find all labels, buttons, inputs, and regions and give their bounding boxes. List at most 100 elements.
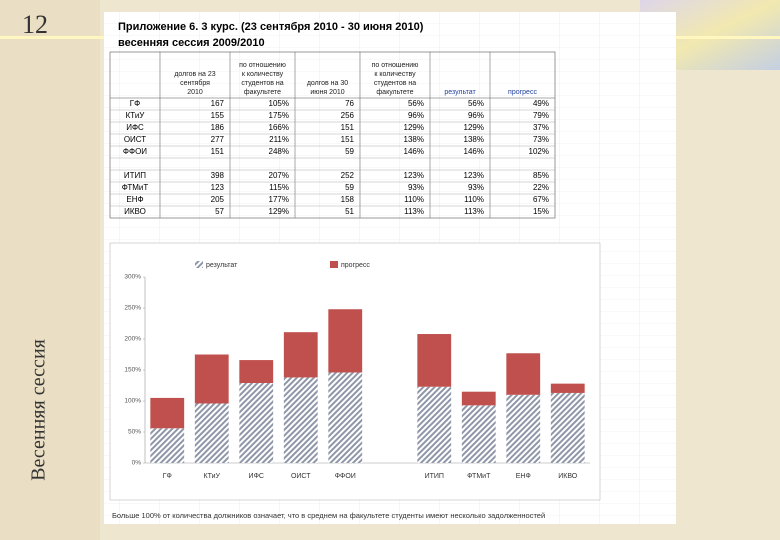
bar	[550, 383, 585, 393]
bar	[506, 394, 541, 463]
x-tick-label: ИФС	[249, 473, 264, 480]
bar	[461, 405, 496, 463]
legend-label: результат	[206, 262, 238, 269]
table-cell: 207%	[269, 171, 289, 180]
row-label: ГФ	[130, 99, 140, 108]
table-cell: 248%	[269, 147, 289, 156]
x-tick-label: ФФОИ	[335, 473, 356, 480]
table-header: прогресс	[508, 89, 537, 96]
table-cell: 15%	[533, 207, 549, 216]
y-tick-label: 200%	[124, 336, 141, 343]
table-cell: 129%	[464, 123, 484, 132]
bar	[461, 391, 496, 406]
table-cell: 76	[345, 99, 354, 108]
footnote: Больше 100% от количества должников озна…	[112, 511, 545, 520]
y-tick-label: 300%	[124, 274, 141, 281]
table-cell: 205	[211, 195, 225, 204]
table-cell: 115%	[269, 183, 289, 192]
table-cell: 129%	[404, 123, 424, 132]
bar	[417, 386, 452, 463]
table-cell: 146%	[464, 147, 484, 156]
table-header: к количеству	[374, 71, 416, 78]
x-tick-label: ИТИП	[425, 473, 444, 480]
table-cell: 146%	[404, 147, 424, 156]
table-cell: 56%	[468, 99, 484, 108]
table-cell: 158	[341, 195, 355, 204]
sheet-subtitle: весенняя сессия 2009/2010	[118, 37, 265, 49]
table-cell: 123%	[404, 171, 424, 180]
table-cell: 51	[345, 207, 354, 216]
slide-title: Весенняя сессия	[28, 339, 50, 481]
table-cell: 96%	[468, 111, 484, 120]
bar	[506, 353, 541, 395]
y-tick-label: 0%	[132, 460, 142, 467]
table-cell: 93%	[408, 183, 424, 192]
table-cell: 57	[215, 207, 224, 216]
table-cell: 56%	[408, 99, 424, 108]
table-cell: 256	[341, 111, 355, 120]
table-cell: 79%	[533, 111, 549, 120]
table-header: июня 2010	[310, 89, 344, 96]
table-cell: 186	[211, 123, 225, 132]
bar	[283, 377, 318, 463]
table-cell: 73%	[533, 135, 549, 144]
table-header: факультете	[244, 89, 281, 96]
bar	[150, 397, 185, 429]
bar	[283, 332, 318, 378]
table-header: долгов на 30	[307, 80, 348, 87]
bar	[239, 383, 274, 463]
table-cell: 85%	[533, 171, 549, 180]
x-tick-label: ГФ	[163, 473, 172, 480]
table-cell: 123	[211, 183, 225, 192]
table-cell: 22%	[533, 183, 549, 192]
row-label: ОИСТ	[124, 135, 146, 144]
x-tick-label: ЕНФ	[516, 473, 531, 480]
table-cell: 123%	[464, 171, 484, 180]
y-tick-label: 50%	[128, 429, 141, 436]
legend-swatch	[195, 261, 203, 268]
row-label: ФТМиТ	[122, 183, 149, 192]
table-cell: 155	[211, 111, 225, 120]
table-cell: 211%	[269, 135, 289, 144]
table-cell: 49%	[533, 99, 549, 108]
table-cell: 37%	[533, 123, 549, 132]
table-cell: 398	[211, 171, 225, 180]
bar	[550, 392, 585, 463]
bar	[194, 354, 229, 404]
table-header: студентов на	[241, 80, 283, 87]
table-header: 2010	[187, 89, 203, 96]
bar	[328, 309, 363, 373]
x-tick-label: КТиУ	[204, 473, 221, 480]
table-cell: 67%	[533, 195, 549, 204]
table-header: по отношению	[372, 62, 419, 69]
table-cell: 138%	[464, 135, 484, 144]
table-cell: 102%	[529, 147, 549, 156]
table-header: долгов на 23	[174, 71, 215, 78]
table-cell: 110%	[464, 195, 484, 204]
table-cell: 96%	[408, 111, 424, 120]
table-cell: 59	[345, 183, 354, 192]
row-label: КТиУ	[126, 111, 146, 120]
bar	[239, 360, 274, 384]
row-label: ИФС	[126, 123, 144, 132]
table-cell: 138%	[404, 135, 424, 144]
table-cell: 151	[211, 147, 225, 156]
table-cell: 277	[211, 135, 225, 144]
sheet-title: Приложение 6. 3 курс. (23 сентября 2010 …	[118, 21, 424, 33]
row-label: ФФОИ	[123, 147, 147, 156]
legend-label: прогресс	[341, 262, 370, 269]
bar	[328, 372, 363, 463]
table-header: сентября	[180, 79, 210, 87]
y-tick-label: 250%	[124, 305, 141, 312]
slide-number: 12	[22, 10, 48, 39]
table-cell: 113%	[404, 207, 424, 216]
table-cell: 151	[341, 123, 355, 132]
table-header: студентов на	[374, 80, 416, 87]
x-tick-label: ИКВО	[558, 473, 578, 480]
legend-swatch	[330, 261, 338, 268]
x-tick-label: ОИСТ	[291, 473, 311, 480]
table-cell: 167	[211, 99, 225, 108]
table-cell: 129%	[269, 207, 289, 216]
